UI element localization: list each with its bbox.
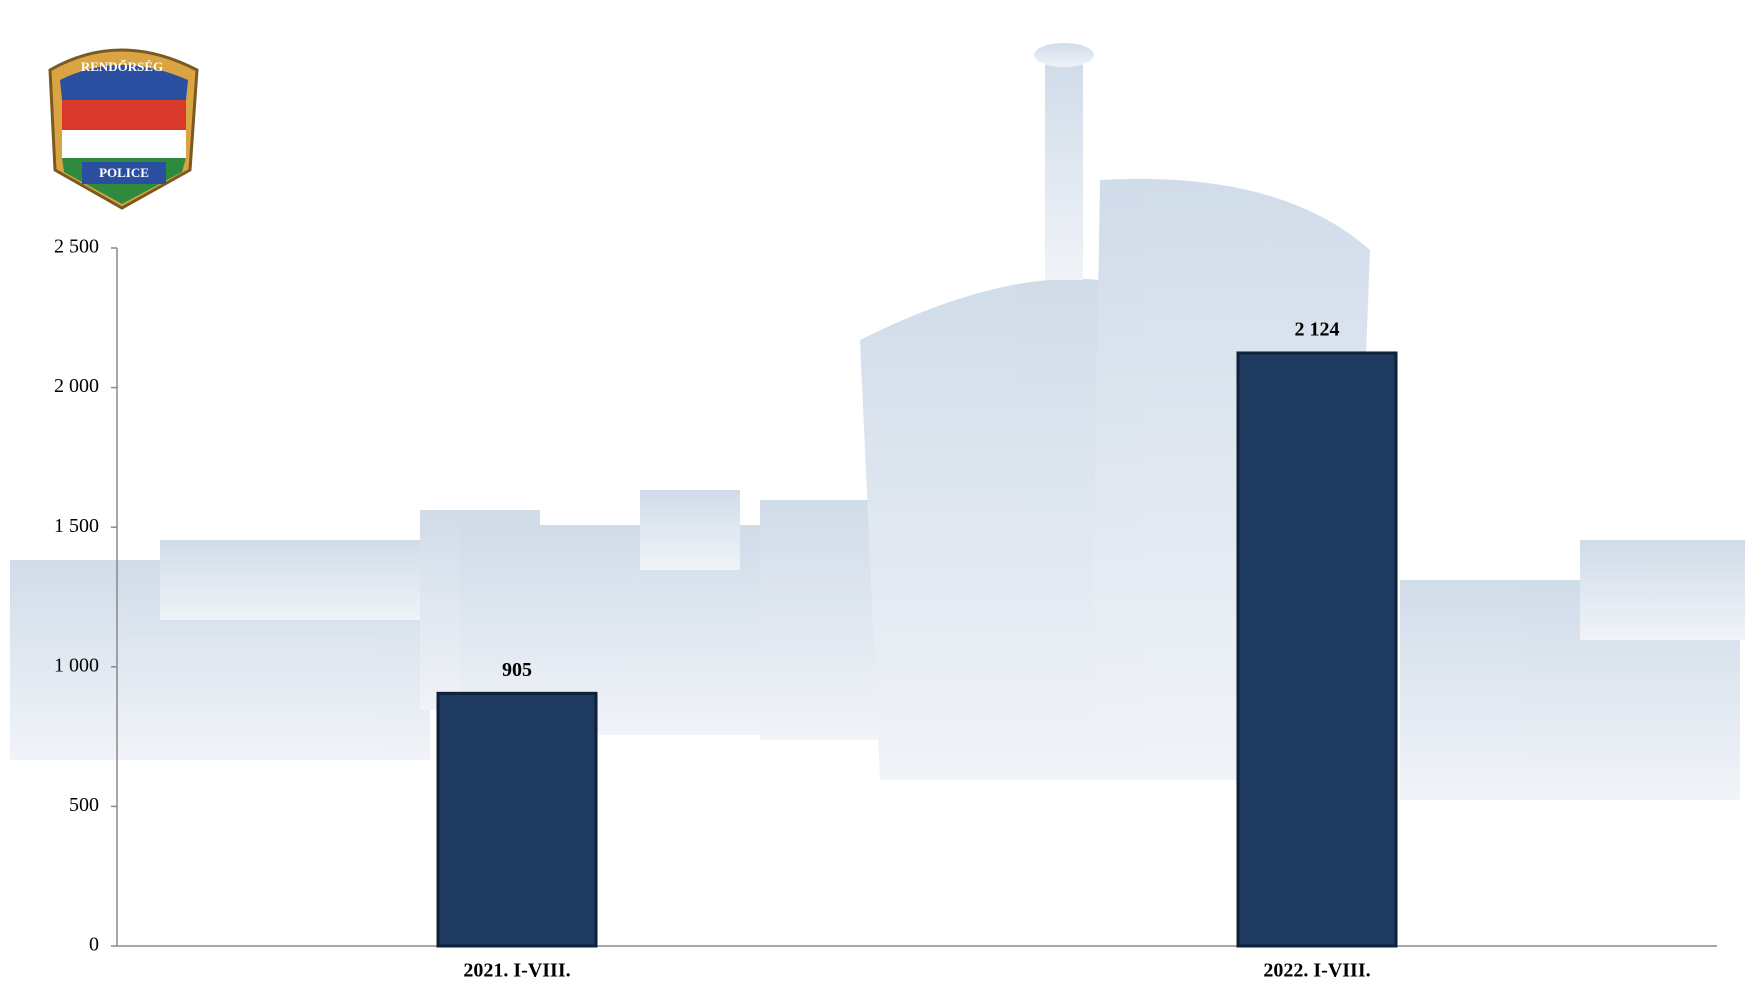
y-tick-label: 2 500 <box>54 236 99 258</box>
logo-lower: POLICE <box>99 165 149 180</box>
bar <box>436 691 598 948</box>
y-tick-label: 1 000 <box>54 654 99 676</box>
logo-upper: RENDŐRSÉG <box>81 59 163 74</box>
y-tick-label: 1 500 <box>54 515 99 537</box>
background-buildings <box>10 43 1745 800</box>
y-tick-label: 2 000 <box>54 375 99 397</box>
x-tick-label: 2021. I-VIII. <box>463 960 570 982</box>
bar <box>1236 351 1398 948</box>
y-tick-label: 500 <box>69 794 99 816</box>
x-tick-label: 2022. I-VIII. <box>1263 960 1370 982</box>
police-logo: RENDŐRSÉG POLICE <box>48 48 199 210</box>
value-label: 905 <box>502 659 532 681</box>
value-label: 2 124 <box>1295 319 1340 341</box>
y-tick-label: 0 <box>89 934 99 956</box>
